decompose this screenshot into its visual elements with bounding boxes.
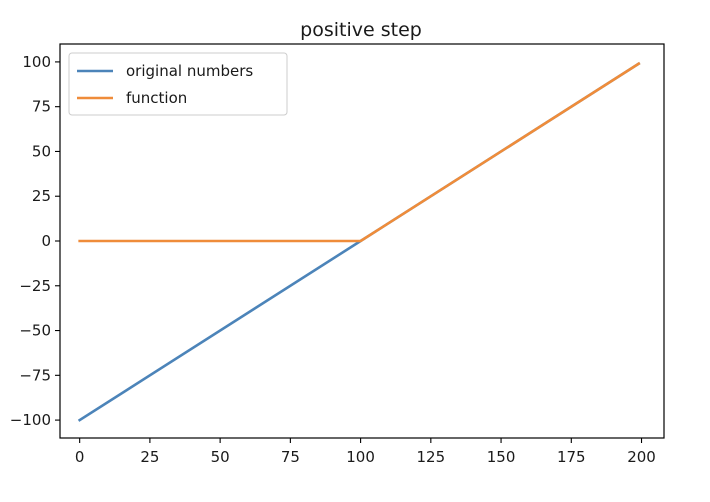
y-tick-label: −50: [19, 322, 51, 340]
x-tick-label: 125: [417, 448, 446, 466]
legend-box: [68, 52, 288, 116]
x-tick-label: 0: [75, 448, 85, 466]
y-tick-label: 50: [32, 142, 51, 160]
y-tick-label: −25: [19, 277, 51, 295]
plot-layer: [77, 61, 641, 422]
legend-label-0: original numbers: [126, 62, 253, 80]
y-tick-label: 100: [22, 53, 51, 71]
x-tick-label: 150: [487, 448, 516, 466]
y-tick-label: 0: [41, 232, 51, 250]
x-tick-label: 75: [281, 448, 300, 466]
y-tick-label: 25: [32, 187, 51, 205]
x-tick-label: 100: [346, 448, 375, 466]
axes-layer: 0 25 50 75 100 125 150 175 200 100 75 50 25 0 −25 −50 −7…: [10, 43, 665, 466]
x-tick-label: 25: [140, 448, 159, 466]
y-tick-label: 75: [32, 98, 51, 116]
y-tick-label: −100: [10, 411, 51, 429]
chart-title: positive step: [300, 19, 422, 41]
y-tick-label: −75: [19, 366, 51, 384]
legend: original numbers function: [68, 52, 288, 116]
x-tick-label: 50: [211, 448, 230, 466]
x-tick-label: 200: [627, 448, 656, 466]
x-tick-label: 175: [557, 448, 586, 466]
legend-label-1: function: [126, 89, 187, 107]
series-line-1: [78, 61, 641, 243]
